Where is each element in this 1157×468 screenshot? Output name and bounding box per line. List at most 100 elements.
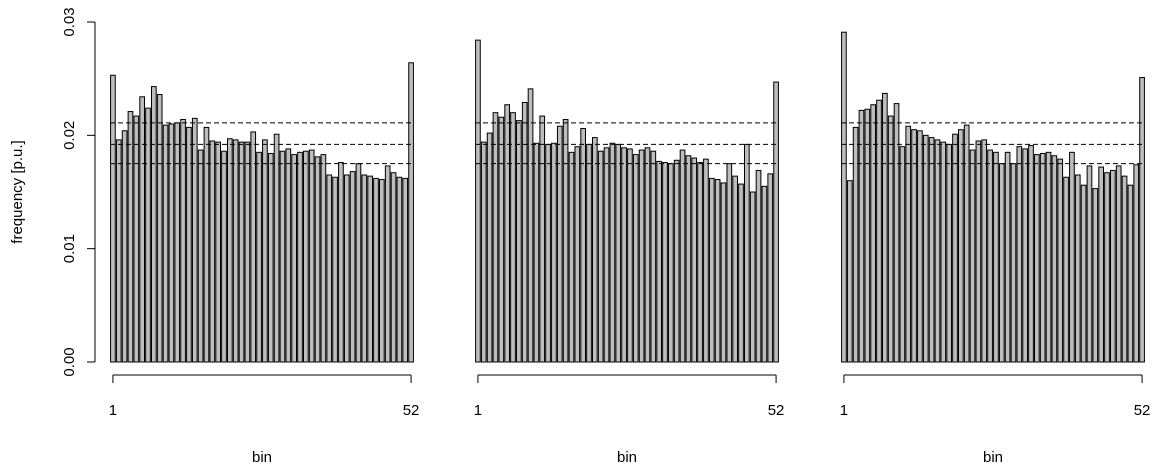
y-tick-label: 0.01 [61,234,78,263]
bar [632,154,639,363]
bar [162,124,169,363]
bar [367,175,373,363]
bar [338,162,344,363]
bar [556,125,563,363]
panel-3: 1 52 bin [840,31,1150,466]
bar [110,74,116,363]
x-axis-title: bin [252,449,272,466]
bar [504,104,510,363]
bar [279,150,286,363]
bar [998,163,1005,363]
bar [1039,152,1046,363]
x-tick-label: 52 [768,402,785,419]
bar [841,31,847,363]
bar [749,191,756,363]
bar [1104,172,1110,363]
bar [708,177,715,363]
panels: 1 52 bin 1 52 bin 1 52 bin [109,31,1150,466]
bar [773,81,779,363]
y-axis-title: frequency [p.u.] [9,140,26,243]
bar [396,176,403,363]
bar [1004,151,1011,363]
bar [603,147,610,363]
bar [326,174,333,363]
bar [492,112,499,363]
bar [244,141,251,363]
bar [940,141,947,363]
bar [539,115,546,363]
bar [691,157,698,363]
x-axis-title: bin [983,449,1003,466]
bar [574,146,581,363]
bar [668,163,674,363]
bar [349,171,356,363]
y-tick-label: 0.00 [61,347,78,376]
bar [767,173,774,363]
y-axis: 0.00 0.01 0.02 0.03 frequency [p.u.] [9,7,96,377]
bar [303,150,309,363]
bar [174,122,181,363]
bar [1139,77,1145,363]
bar [343,174,350,363]
bar [1028,145,1034,363]
bar [592,137,598,363]
panel-2: 1 52 bin [474,39,785,466]
bar [238,141,245,363]
bar [580,128,586,363]
bar [1115,165,1122,363]
bar [662,162,668,363]
bar [975,140,982,363]
bar [1121,175,1128,363]
bar [516,120,522,363]
bar [905,125,912,363]
bar [887,115,894,363]
bar [320,154,327,363]
bar [498,116,505,363]
bar [121,130,128,363]
bar [899,146,906,363]
bar [139,96,145,363]
bar [876,99,882,363]
bar [168,123,175,363]
bar [332,176,338,363]
bar [227,138,233,363]
bar [180,118,186,363]
bar [858,109,865,363]
bar [408,62,414,363]
bar [656,160,662,363]
bar [267,152,274,363]
bar [597,150,604,363]
bar [373,177,379,363]
bar [273,133,280,363]
x-axis: 1 52 [109,374,419,419]
y-tick-label: 0.02 [61,121,78,150]
bar [402,177,409,363]
x-tick-label: 1 [840,402,848,419]
bar [186,126,192,363]
bar [650,150,657,363]
bar [390,172,397,363]
bar [197,149,204,363]
bar [133,115,140,363]
bar [308,149,315,363]
bar [679,149,686,363]
bars [475,39,779,363]
bar [852,126,859,363]
bars [110,62,414,363]
bar [870,104,876,363]
x-axis-title: bin [617,449,637,466]
bar [480,141,487,363]
bar [151,86,157,363]
bar [1010,163,1017,363]
bar [285,148,292,363]
bar [203,126,210,363]
bar [1045,151,1052,363]
bar [355,163,362,363]
bar [917,130,923,363]
bar [191,117,198,363]
bar [1080,184,1087,363]
bar [568,151,575,363]
bar [510,112,516,363]
bar [934,139,941,363]
bar [586,143,592,363]
